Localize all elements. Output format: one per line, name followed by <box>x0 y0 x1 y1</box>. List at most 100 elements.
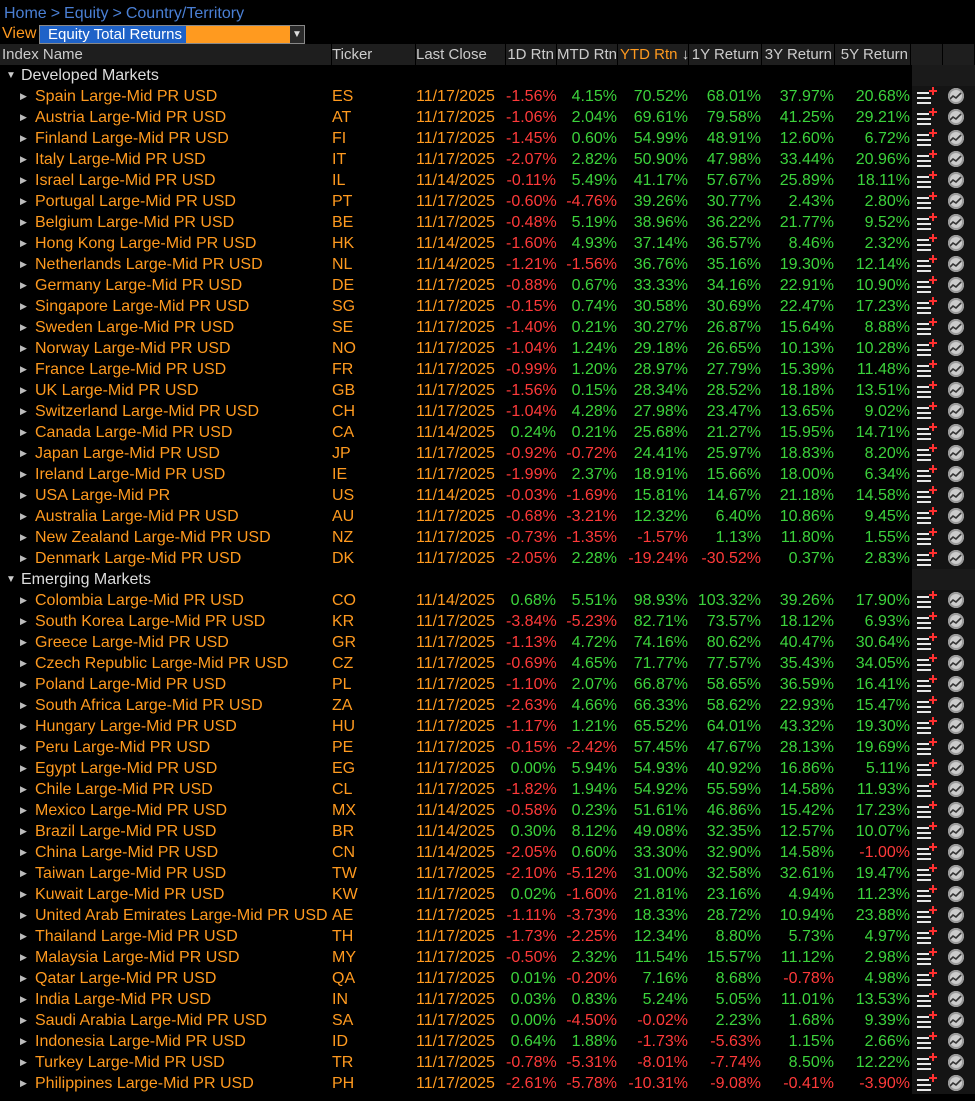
expand-triangle-icon[interactable]: ▶ <box>20 658 27 668</box>
add-to-list-icon[interactable] <box>917 927 937 945</box>
chart-icon[interactable] <box>948 718 964 734</box>
expand-triangle-icon[interactable]: ▶ <box>20 532 27 542</box>
expand-triangle-icon[interactable]: ▶ <box>20 427 27 437</box>
table-row[interactable]: ▶ Taiwan Large-Mid PR USD TW 11/17/2025 -2.1… <box>0 863 975 884</box>
index-name-cell[interactable]: Colombia Large-Mid PR USD <box>35 592 244 609</box>
chart-icon[interactable] <box>948 970 964 986</box>
expand-triangle-icon[interactable]: ▶ <box>20 910 27 920</box>
add-to-list-icon[interactable] <box>917 948 937 966</box>
index-name-cell[interactable]: South Africa Large-Mid PR USD <box>35 697 263 714</box>
add-to-list-icon[interactable] <box>917 591 937 609</box>
chart-icon[interactable] <box>948 1033 964 1049</box>
chart-icon[interactable] <box>948 634 964 650</box>
table-row[interactable]: ▶ Australia Large-Mid PR USD AU 11/17/2025-… <box>0 506 975 527</box>
add-to-list-icon[interactable] <box>917 1053 937 1071</box>
add-to-list-icon[interactable] <box>917 843 937 861</box>
table-row[interactable]: ▶ Qatar Large-Mid PR USD QA 11/17/2025 0.01%… <box>0 968 975 989</box>
expand-triangle-icon[interactable]: ▶ <box>20 196 27 206</box>
chart-icon[interactable] <box>948 508 964 524</box>
expand-triangle-icon[interactable]: ▶ <box>20 301 27 311</box>
column-header-mtd-rtn[interactable]: MTD Rtn <box>557 44 618 65</box>
table-row[interactable]: ▶ Denmark Large-Mid PR USD DK 11/17/2025 -2.… <box>0 548 975 569</box>
index-name-cell[interactable]: Japan Large-Mid PR USD <box>35 445 220 462</box>
table-row[interactable]: ▶ Belgium Large-Mid PR USD BE 11/17/2025 -0.… <box>0 212 975 233</box>
index-name-cell[interactable]: Poland Large-Mid PR USD <box>35 676 227 693</box>
chart-icon[interactable] <box>948 340 964 356</box>
collapse-triangle-icon[interactable]: ▼ <box>6 70 16 81</box>
index-name-cell[interactable]: Hungary Large-Mid PR USD <box>35 718 237 735</box>
add-to-list-icon[interactable] <box>917 507 937 525</box>
chart-icon[interactable] <box>948 865 964 881</box>
expand-triangle-icon[interactable]: ▶ <box>20 280 27 290</box>
group-header[interactable]: ▼ Developed Markets <box>0 65 975 86</box>
chart-icon[interactable] <box>948 1012 964 1028</box>
chart-icon[interactable] <box>948 298 964 314</box>
chart-icon[interactable] <box>948 1054 964 1070</box>
add-to-list-icon[interactable] <box>917 717 937 735</box>
expand-triangle-icon[interactable]: ▶ <box>20 406 27 416</box>
expand-triangle-icon[interactable]: ▶ <box>20 973 27 983</box>
add-to-list-icon[interactable] <box>917 171 937 189</box>
table-row[interactable]: ▶ Malaysia Large-Mid PR USD MY 11/17/2025 -0… <box>0 947 975 968</box>
add-to-list-icon[interactable] <box>917 276 937 294</box>
table-row[interactable]: ▶ United Arab Emirates Large-Mid PR USD AE… <box>0 905 975 926</box>
index-name-cell[interactable]: Qatar Large-Mid PR USD <box>35 970 217 987</box>
chart-icon[interactable] <box>948 550 964 566</box>
chart-icon[interactable] <box>948 424 964 440</box>
chart-icon[interactable] <box>948 172 964 188</box>
add-to-list-icon[interactable] <box>917 549 937 567</box>
add-to-list-icon[interactable] <box>917 402 937 420</box>
chart-icon[interactable] <box>948 886 964 902</box>
index-name-cell[interactable]: Portugal Large-Mid PR USD <box>35 193 236 210</box>
index-name-cell[interactable]: Ireland Large-Mid PR USD <box>35 466 226 483</box>
chart-icon[interactable] <box>948 760 964 776</box>
expand-triangle-icon[interactable]: ▶ <box>20 826 27 836</box>
chart-icon[interactable] <box>948 739 964 755</box>
index-name-cell[interactable]: Sweden Large-Mid PR USD <box>35 319 235 336</box>
chart-icon[interactable] <box>948 277 964 293</box>
index-name-cell[interactable]: Kuwait Large-Mid PR USD <box>35 886 225 903</box>
add-to-list-icon[interactable] <box>917 87 937 105</box>
table-row[interactable]: ▶ South Korea Large-Mid PR USD KR 11/17/202… <box>0 611 975 632</box>
add-to-list-icon[interactable] <box>917 381 937 399</box>
chart-icon[interactable] <box>948 655 964 671</box>
expand-triangle-icon[interactable]: ▶ <box>20 364 27 374</box>
expand-triangle-icon[interactable]: ▶ <box>20 763 27 773</box>
chart-icon[interactable] <box>948 802 964 818</box>
table-row[interactable]: ▶ Hong Kong Large-Mid PR USD HK 11/14/2025-… <box>0 233 975 254</box>
expand-triangle-icon[interactable]: ▶ <box>20 175 27 185</box>
index-name-cell[interactable]: USA Large-Mid PR <box>35 487 171 504</box>
chart-icon[interactable] <box>948 613 964 629</box>
table-row[interactable]: ▶ Switzerland Large-Mid PR USD CH 11/17/202… <box>0 401 975 422</box>
index-name-cell[interactable]: France Large-Mid PR USD <box>35 361 227 378</box>
table-row[interactable]: ▶ USA Large-Mid PR US 11/14/2025 -0.03% -1.69… <box>0 485 975 506</box>
add-to-list-icon[interactable] <box>917 297 937 315</box>
view-select[interactable]: Equity Total Returns ▼ <box>39 25 305 44</box>
expand-triangle-icon[interactable]: ▶ <box>20 133 27 143</box>
expand-triangle-icon[interactable]: ▶ <box>20 553 27 563</box>
add-to-list-icon[interactable] <box>917 612 937 630</box>
table-row[interactable]: ▶ Sweden Large-Mid PR USD SE 11/17/2025 -1.4… <box>0 317 975 338</box>
table-row[interactable]: ▶ Poland Large-Mid PR USD PL 11/17/2025 -1.1… <box>0 674 975 695</box>
column-header-1y-return[interactable]: 1Y Return <box>689 44 762 65</box>
add-to-list-icon[interactable] <box>917 759 937 777</box>
add-to-list-icon[interactable] <box>917 780 937 798</box>
chart-icon[interactable] <box>948 88 964 104</box>
group-header[interactable]: ▼ Emerging Markets <box>0 569 975 590</box>
table-row[interactable]: ▶ Singapore Large-Mid PR USD SG 11/17/2025-… <box>0 296 975 317</box>
table-row[interactable]: ▶ China Large-Mid PR USD CN 11/14/2025 -2.05… <box>0 842 975 863</box>
add-to-list-icon[interactable] <box>917 528 937 546</box>
index-name-cell[interactable]: Switzerland Large-Mid PR USD <box>35 403 260 420</box>
index-name-cell[interactable]: Turkey Large-Mid PR USD <box>35 1054 225 1071</box>
expand-triangle-icon[interactable]: ▶ <box>20 343 27 353</box>
index-name-cell[interactable]: Mexico Large-Mid PR USD <box>35 802 228 819</box>
index-name-cell[interactable]: China Large-Mid PR USD <box>35 844 219 861</box>
expand-triangle-icon[interactable]: ▶ <box>20 1015 27 1025</box>
column-header-1d-rtn[interactable]: 1D Rtn <box>506 44 557 65</box>
table-row[interactable]: ▶ Thailand Large-Mid PR USD TH 11/17/2025 -1… <box>0 926 975 947</box>
chart-icon[interactable] <box>948 529 964 545</box>
expand-triangle-icon[interactable]: ▶ <box>20 952 27 962</box>
chart-icon[interactable] <box>948 403 964 419</box>
expand-triangle-icon[interactable]: ▶ <box>20 847 27 857</box>
add-to-list-icon[interactable] <box>917 108 937 126</box>
